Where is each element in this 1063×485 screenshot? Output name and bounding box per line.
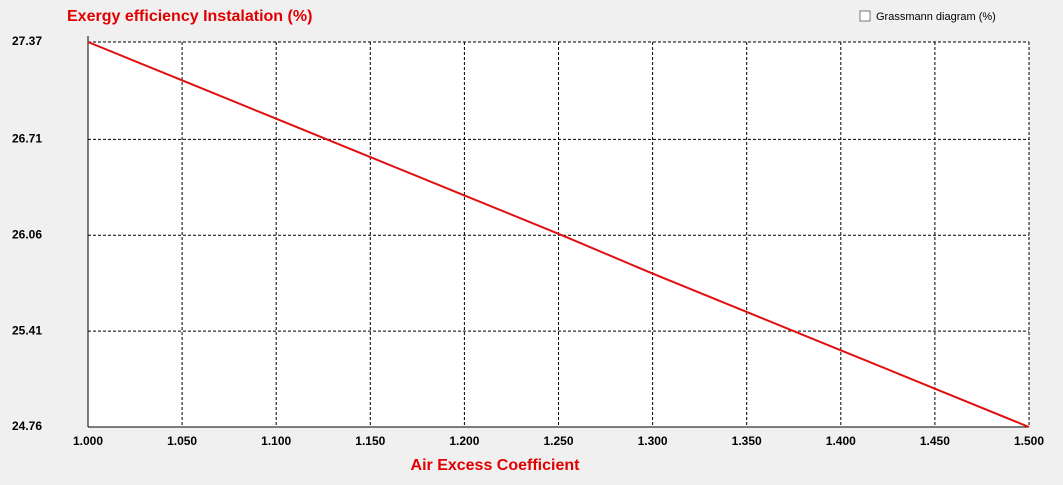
x-tick-label: 1.450	[920, 434, 950, 448]
x-tick-label: 1.400	[826, 434, 856, 448]
x-tick-label: 1.500	[1014, 434, 1044, 448]
x-tick-label: 1.150	[355, 434, 385, 448]
checkbox[interactable]	[859, 10, 871, 22]
x-tick-label: 1.350	[732, 434, 762, 448]
x-tick-label: 1.300	[638, 434, 668, 448]
x-tick-label: 1.050	[167, 434, 197, 448]
x-tick-label: 1.100	[261, 434, 291, 448]
x-tick-label: 1.250	[543, 434, 573, 448]
x-tick-label: 1.000	[73, 434, 103, 448]
data-line	[87, 41, 1030, 428]
y-tick-label: 25.41	[12, 323, 42, 337]
checkbox-label[interactable]: Grassmann diagram (%)	[876, 11, 996, 23]
x-tick-label: 1.200	[449, 434, 479, 448]
y-tick-label: 26.71	[12, 132, 42, 146]
y-tick-label: 27.37	[12, 34, 42, 48]
x-axis-label: Air Excess Coefficient	[411, 457, 581, 474]
chart-title: Exergy efficiency Instalation (%)	[67, 8, 312, 25]
y-tick-label: 24.76	[12, 419, 42, 433]
y-tick-label: 26.06	[12, 227, 42, 241]
